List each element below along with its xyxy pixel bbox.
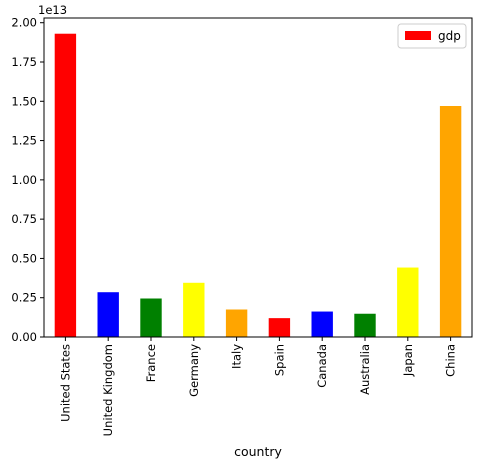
y-tick-label: 2.00 (11, 16, 37, 30)
bar-australia (354, 313, 376, 337)
x-tick-label: Australia (358, 344, 372, 395)
bar-china (439, 106, 462, 337)
y-scale-label: 1e13 (38, 3, 67, 17)
x-tick-label: France (144, 344, 158, 382)
x-tick-label: Germany (187, 344, 201, 397)
y-tick-label: 0.00 (11, 330, 37, 344)
x-tick-label: United States (58, 344, 72, 422)
x-tick-label: Spain (272, 344, 286, 376)
bar-united-states (54, 33, 77, 337)
x-ticks: United States United Kingdom France Germany… (58, 337, 458, 436)
bar-japan (397, 267, 419, 337)
bar-germany (183, 282, 205, 337)
y-tick-label: 1.75 (11, 55, 37, 69)
x-tick-label: Canada (315, 344, 329, 388)
legend-swatch (405, 31, 431, 40)
legend-label: gdp (438, 29, 461, 43)
y-ticks: 0.00 0.25 0.50 0.75 1.00 1.25 1.50 1.75 2.00 (11, 16, 44, 344)
bars-layer (54, 33, 462, 337)
bar-canada (311, 311, 333, 337)
y-tick-label: 1.50 (11, 94, 37, 108)
x-tick-label: United Kingdom (101, 344, 115, 436)
y-tick-label: 1.25 (11, 134, 37, 148)
legend: gdp (397, 23, 467, 49)
bar-spain (268, 318, 291, 337)
legend-box (397, 23, 467, 49)
y-tick-label: 0.25 (11, 291, 37, 305)
y-tick-label: 0.50 (11, 251, 37, 265)
y-tick-label: 1.00 (11, 173, 37, 187)
bar-italy (225, 309, 248, 337)
x-tick-label: Italy (230, 344, 244, 369)
plot-frame (43, 17, 473, 338)
bar-united-kingdom (97, 292, 119, 337)
bar-france (140, 298, 162, 337)
y-tick-label: 0.75 (11, 212, 37, 226)
x-tick-label: Japan (401, 344, 415, 377)
x-tick-label: China (444, 344, 458, 377)
x-axis-label: country (234, 444, 282, 459)
